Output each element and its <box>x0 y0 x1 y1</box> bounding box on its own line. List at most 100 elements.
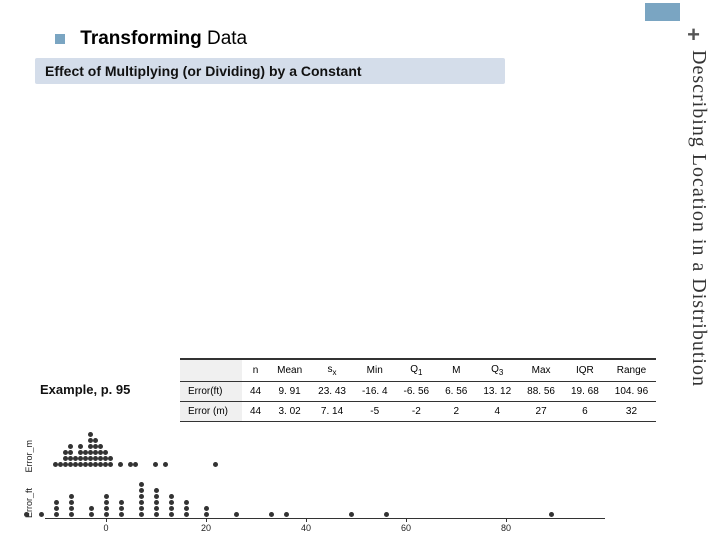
tick-label: 80 <box>501 523 511 533</box>
table-cell: -5 <box>354 402 396 422</box>
table-cell: 2 <box>437 402 475 422</box>
table-header-cell: Range <box>607 359 656 382</box>
stats-table: nMeansxMinQ1MQ3MaxIQRRange Error(ft)449.… <box>180 358 656 422</box>
table-cell: 4 <box>475 402 519 422</box>
table-cell: -6. 56 <box>396 382 438 402</box>
data-point <box>73 462 78 467</box>
table-header-cell: sx <box>310 359 354 382</box>
table-cell: 32 <box>607 402 656 422</box>
top-accent-box <box>645 3 680 21</box>
table-header-cell: M <box>437 359 475 382</box>
data-point <box>169 500 174 505</box>
data-point <box>58 462 63 467</box>
data-point <box>169 512 174 517</box>
data-point <box>104 512 109 517</box>
table-cell: 3. 02 <box>269 402 310 422</box>
table-row: Error (m)443. 027. 14-5-22427632 <box>180 402 656 422</box>
data-point <box>154 506 159 511</box>
data-point <box>349 512 354 517</box>
data-point <box>103 462 108 467</box>
data-point <box>88 450 93 455</box>
data-point <box>88 444 93 449</box>
axis-baseline <box>45 518 605 519</box>
table-cell: 13. 12 <box>475 382 519 402</box>
data-point <box>119 506 124 511</box>
data-point <box>128 462 133 467</box>
data-point <box>204 506 209 511</box>
data-point <box>169 494 174 499</box>
data-point <box>154 494 159 499</box>
data-point <box>89 512 94 517</box>
data-point <box>104 506 109 511</box>
data-point <box>54 512 59 517</box>
table-cell: Error(ft) <box>180 382 242 402</box>
data-point <box>88 432 93 437</box>
data-point <box>68 450 73 455</box>
data-point <box>118 462 123 467</box>
data-point <box>93 444 98 449</box>
data-point <box>93 438 98 443</box>
data-point <box>63 456 68 461</box>
data-point <box>93 456 98 461</box>
data-point <box>139 512 144 517</box>
data-point <box>284 512 289 517</box>
data-point <box>98 444 103 449</box>
data-point <box>78 462 83 467</box>
data-point <box>119 500 124 505</box>
slide-heading: Transforming Data <box>55 28 247 50</box>
data-point <box>139 506 144 511</box>
tick-label: 60 <box>401 523 411 533</box>
data-point <box>103 450 108 455</box>
data-point <box>154 488 159 493</box>
subheading-text: Effect of Multiplying (or Dividing) by a… <box>45 63 362 79</box>
table-cell: 44 <box>242 382 269 402</box>
table-cell: 88. 56 <box>519 382 563 402</box>
data-point <box>69 500 74 505</box>
table-cell: 44 <box>242 402 269 422</box>
table-cell: 23. 43 <box>310 382 354 402</box>
data-point <box>108 456 113 461</box>
data-point <box>69 506 74 511</box>
data-point <box>89 506 94 511</box>
heading-bold: Transforming <box>80 28 201 49</box>
table-header-cell: Max <box>519 359 563 382</box>
data-point <box>169 506 174 511</box>
data-point <box>104 494 109 499</box>
data-point <box>184 500 189 505</box>
bullet-icon <box>55 34 65 44</box>
data-point <box>139 494 144 499</box>
side-title: Describing Location in a Distribution <box>687 50 710 387</box>
data-point <box>69 512 74 517</box>
data-point <box>98 456 103 461</box>
table-cell: 104. 96 <box>607 382 656 402</box>
tick-label: 0 <box>103 523 108 533</box>
data-point <box>139 488 144 493</box>
data-point <box>269 512 274 517</box>
data-point <box>78 444 83 449</box>
data-point <box>78 450 83 455</box>
data-point <box>139 482 144 487</box>
data-point <box>184 506 189 511</box>
data-point <box>88 438 93 443</box>
table-header-cell: n <box>242 359 269 382</box>
table-cell: 7. 14 <box>310 402 354 422</box>
table-header-row: nMeansxMinQ1MQ3MaxIQRRange <box>180 359 656 382</box>
data-point <box>69 494 74 499</box>
example-label: Example, p. 95 <box>40 382 130 397</box>
data-point <box>53 462 58 467</box>
data-point <box>68 456 73 461</box>
subheading-bar: Effect of Multiplying (or Dividing) by a… <box>35 58 505 84</box>
data-point <box>108 462 113 467</box>
data-point <box>83 456 88 461</box>
data-point <box>213 462 218 467</box>
data-point <box>139 500 144 505</box>
table-cell: 19. 68 <box>563 382 607 402</box>
data-point <box>68 444 73 449</box>
table-cell: 6. 56 <box>437 382 475 402</box>
axis-label-m: Error_m <box>24 440 34 473</box>
data-point <box>83 450 88 455</box>
table-cell: Error (m) <box>180 402 242 422</box>
table-cell: 9. 91 <box>269 382 310 402</box>
data-point <box>68 462 73 467</box>
data-point <box>83 462 88 467</box>
